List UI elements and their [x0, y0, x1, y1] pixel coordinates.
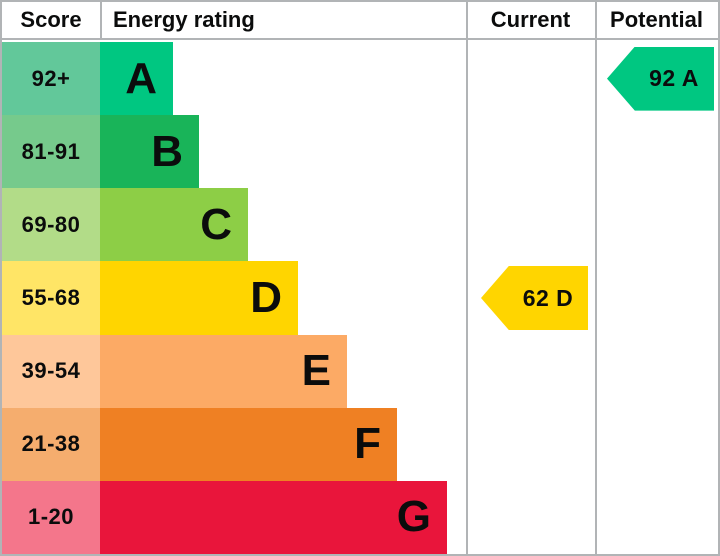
potential-rating-label: 92 A [649, 65, 699, 92]
band-row-a: 92+ A [2, 42, 466, 116]
band-row-c: 69-80 C [2, 188, 466, 262]
band-row-e: 39-54 E [2, 334, 466, 408]
band-bar-f: F [100, 407, 397, 481]
band-row-d: 55-68 D [2, 261, 466, 335]
header-score-label: Score [20, 7, 82, 32]
score-column-divider [100, 2, 102, 40]
band-bar-e: E [100, 334, 347, 408]
band-score-range: 55-68 [2, 261, 100, 335]
potential-rating-arrow: 92 A [607, 46, 714, 111]
band-bar-c: C [100, 188, 248, 262]
band-bar-g: G [100, 480, 447, 554]
header-energy-rating-label: Energy rating [113, 7, 255, 32]
band-bar-a: A [100, 42, 173, 116]
current-rating-arrow: 62 D [481, 266, 588, 330]
header-potential-label: Potential [610, 7, 703, 32]
band-score-range: 81-91 [2, 115, 100, 189]
band-rows: 92+ A 81-91 B 69-80 C 55-68 D 39-54 E 21… [2, 42, 466, 554]
band-score-range: 21-38 [2, 407, 100, 481]
band-score-range: 1-20 [2, 480, 100, 554]
current-rating-label: 62 D [522, 284, 574, 311]
band-score-range: 39-54 [2, 334, 100, 408]
header-row: Score Energy rating Current Potential [2, 2, 718, 40]
current-column-divider [466, 2, 468, 554]
band-row-f: 21-38 F [2, 407, 466, 481]
band-bar-b: B [100, 115, 199, 189]
band-score-range: 69-80 [2, 188, 100, 262]
band-score-range: 92+ [2, 42, 100, 116]
band-bar-d: D [100, 261, 298, 335]
potential-column-divider [595, 2, 597, 554]
header-current-label: Current [490, 7, 571, 32]
band-row-g: 1-20 G [2, 480, 466, 554]
band-row-b: 81-91 B [2, 115, 466, 189]
